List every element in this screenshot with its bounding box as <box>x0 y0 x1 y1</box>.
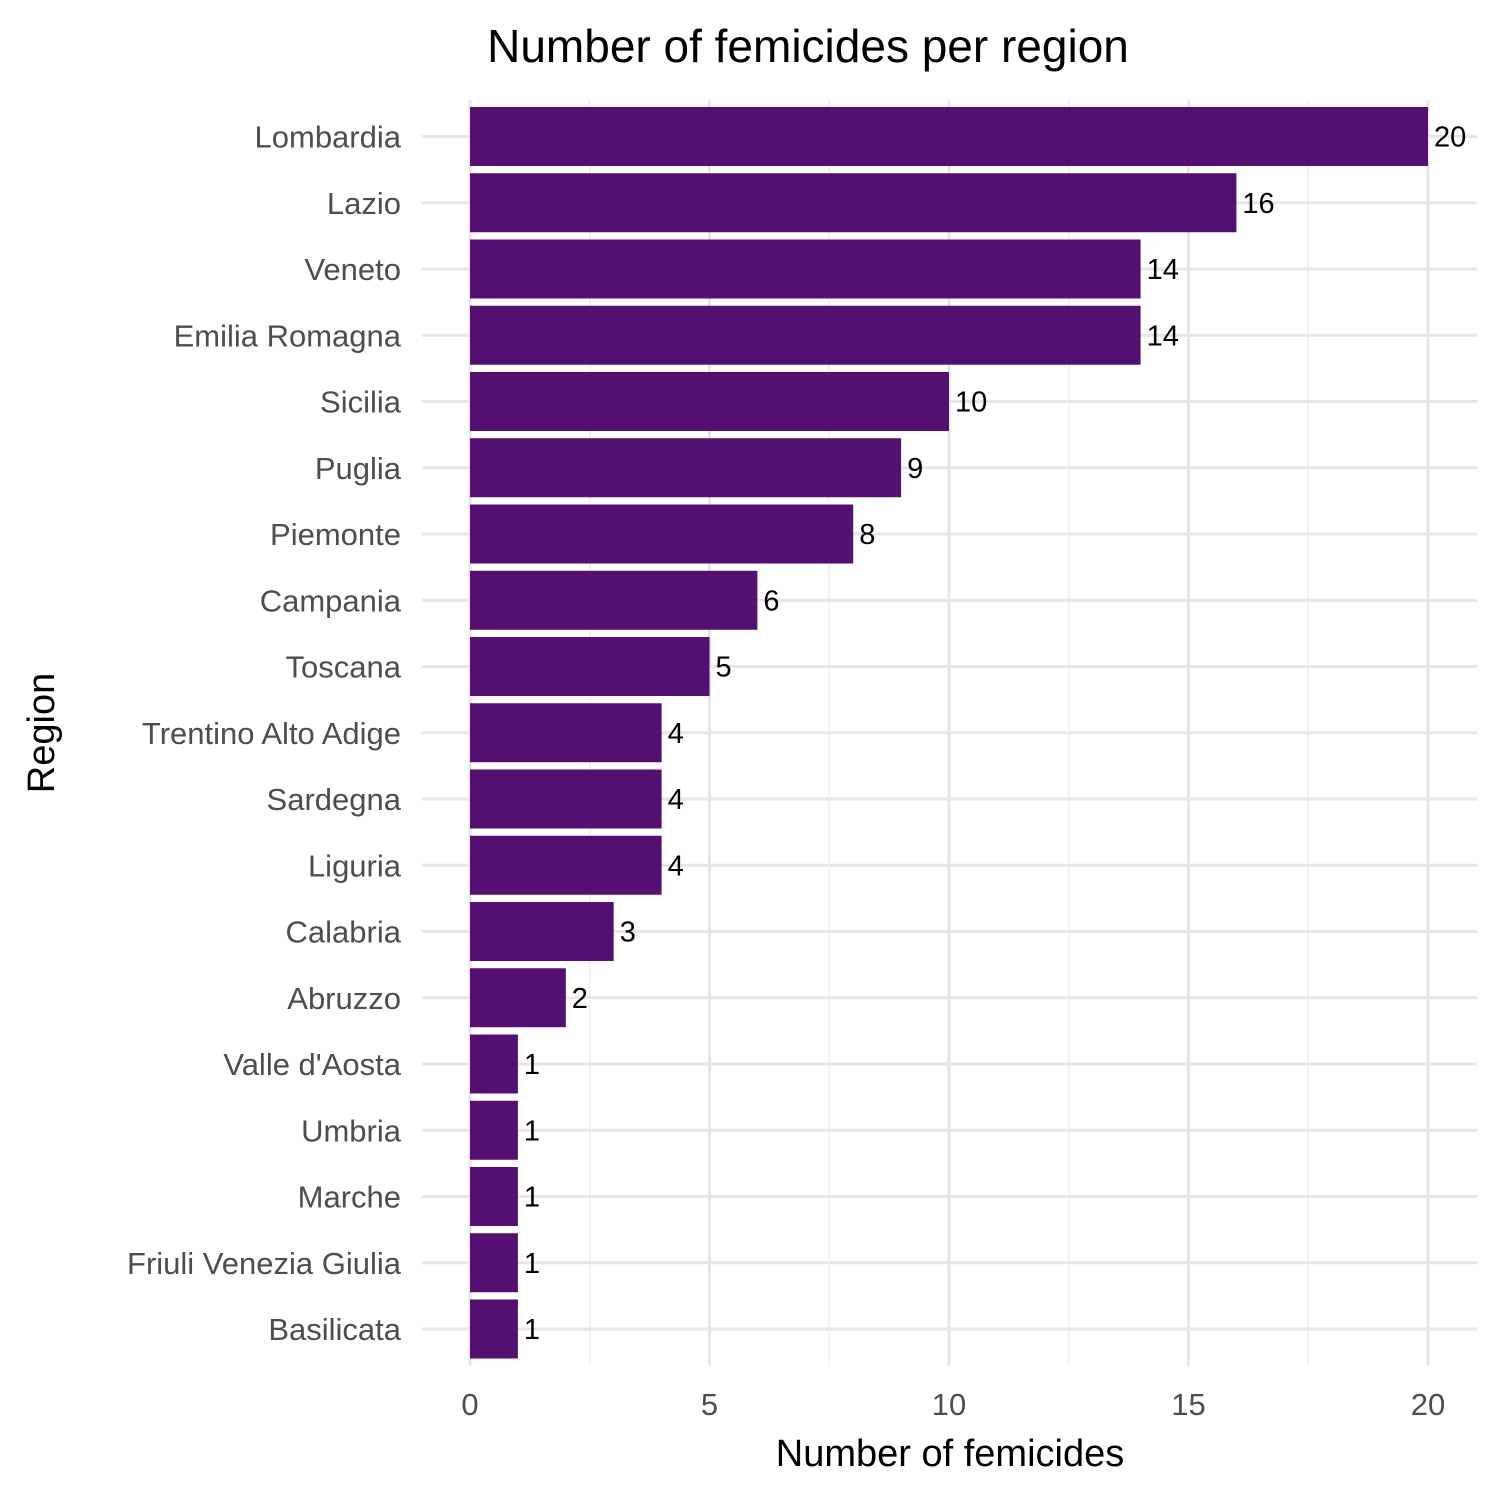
chart-title: Number of femicides per region <box>487 20 1129 72</box>
data-label: 1 <box>524 1182 540 1214</box>
bar <box>470 902 614 961</box>
y-tick-label: Calabria <box>286 915 402 950</box>
y-tick-label: Abruzzo <box>287 981 401 1016</box>
data-label: 1 <box>524 1314 540 1346</box>
x-tick-label: 0 <box>461 1387 478 1422</box>
x-tick-label: 5 <box>701 1387 718 1422</box>
data-label: 5 <box>716 652 732 684</box>
y-tick-label: Toscana <box>286 650 402 685</box>
x-axis-title: Number of femicides <box>776 1433 1124 1475</box>
y-tick-label: Valle d'Aosta <box>223 1047 401 1082</box>
data-label: 2 <box>572 983 588 1015</box>
x-axis-tick-labels: 0 5 10 15 20 <box>461 1387 1445 1422</box>
bar <box>470 769 662 829</box>
bar <box>470 968 566 1028</box>
data-label: 16 <box>1242 188 1274 220</box>
data-label: 14 <box>1147 254 1179 286</box>
data-label: 10 <box>955 387 987 419</box>
data-label: 4 <box>668 718 684 750</box>
bar <box>470 1299 518 1359</box>
x-tick-label: 15 <box>1171 1387 1205 1422</box>
y-tick-label: Liguria <box>308 848 402 883</box>
y-tick-label: Puglia <box>315 451 402 486</box>
y-tick-label: Lombardia <box>255 120 402 155</box>
data-label: 3 <box>620 917 636 949</box>
data-label: 6 <box>763 585 779 617</box>
y-axis-tick-labels: Lombardia Lazio Veneto Emilia Romagna Sicili… <box>127 120 402 1348</box>
data-labels: 20 16 14 14 10 9 8 6 5 4 4 4 3 2 1 1 1 1 1 <box>524 122 1466 1347</box>
bars <box>470 107 1428 1359</box>
y-tick-label: Basilicata <box>268 1312 401 1347</box>
data-label: 1 <box>524 1115 540 1147</box>
bar <box>470 637 710 696</box>
bar <box>470 372 949 431</box>
bar <box>470 1034 518 1094</box>
bar <box>470 1167 518 1226</box>
data-label: 20 <box>1434 122 1466 154</box>
bar <box>470 1100 518 1160</box>
bar <box>470 1233 518 1293</box>
y-tick-label: Friuli Venezia Giulia <box>127 1246 402 1281</box>
data-label: 9 <box>907 453 923 485</box>
y-tick-label: Umbria <box>301 1113 402 1148</box>
bar <box>470 107 1428 166</box>
y-tick-label: Marche <box>298 1180 401 1215</box>
data-label: 14 <box>1147 320 1179 352</box>
y-tick-label: Veneto <box>304 252 401 287</box>
y-tick-label: Emilia Romagna <box>174 318 402 353</box>
bar <box>470 239 1141 299</box>
y-tick-label: Sicilia <box>320 385 402 420</box>
y-tick-label: Sardegna <box>267 782 402 817</box>
bar <box>470 504 854 564</box>
bar <box>470 703 662 763</box>
x-tick-label: 10 <box>932 1387 966 1422</box>
bar <box>470 438 902 498</box>
data-label: 1 <box>524 1049 540 1081</box>
data-label: 8 <box>859 519 875 551</box>
bar <box>470 835 662 895</box>
y-axis-title: Region <box>21 673 63 793</box>
y-tick-label: Piemonte <box>270 517 401 552</box>
bar <box>470 570 758 630</box>
y-tick-label: Lazio <box>327 186 401 221</box>
y-tick-label: Trentino Alto Adige <box>142 716 401 751</box>
x-tick-label: 20 <box>1411 1387 1445 1422</box>
data-label: 1 <box>524 1248 540 1280</box>
bar <box>470 305 1141 365</box>
data-label: 4 <box>668 784 684 816</box>
data-label: 4 <box>668 850 684 882</box>
y-tick-label: Campania <box>260 583 402 618</box>
bar <box>470 173 1237 233</box>
